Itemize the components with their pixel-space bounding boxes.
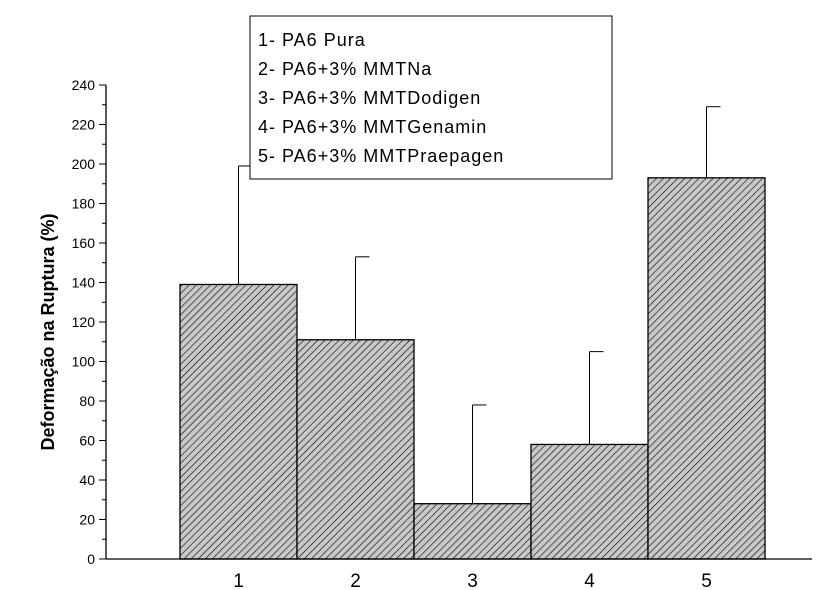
bar: [530, 443, 649, 560]
legend-entry: 3- PA6+3% MMTDodigen: [258, 88, 481, 108]
legend-box: [249, 15, 613, 180]
y-tick-label: 160: [72, 235, 96, 251]
y-axis-title: Deformação na Ruptura (%): [38, 213, 58, 450]
y-tick-label: 220: [72, 117, 96, 133]
bar: [179, 283, 298, 560]
y-tick-label: 140: [72, 275, 96, 291]
y-tick-label: 60: [79, 433, 95, 449]
y-tick-label: 20: [79, 512, 95, 528]
bar: [647, 177, 766, 560]
legend-entry: 2- PA6+3% MMTNa: [258, 59, 432, 79]
y-tick-label: 40: [79, 472, 95, 488]
x-tick-label: 3: [467, 571, 478, 590]
legend-entry: 1- PA6 Pura: [258, 30, 366, 50]
y-tick-label: 200: [72, 156, 96, 172]
y-tick-label: 100: [72, 354, 96, 370]
y-tick-label: 0: [87, 551, 95, 567]
legend: 1- PA6 Pura 2- PA6+3% MMTNa 3- PA6+3% MM…: [249, 15, 613, 180]
bar: [413, 503, 532, 560]
x-tick-label: 5: [701, 571, 712, 590]
y-tick-label: 120: [72, 314, 96, 330]
bar: [296, 339, 415, 560]
x-tick-label: 4: [584, 571, 595, 590]
y-tick-label: 240: [72, 77, 96, 93]
y-tick-label: 180: [72, 196, 96, 212]
x-tick-label: 1: [233, 571, 244, 590]
legend-entry: 5- PA6+3% MMTPraepagen: [258, 146, 504, 166]
legend-entry: 4- PA6+3% MMTGenamin: [258, 117, 487, 137]
y-tick-label: 80: [79, 393, 95, 409]
x-tick-label: 2: [350, 571, 361, 590]
